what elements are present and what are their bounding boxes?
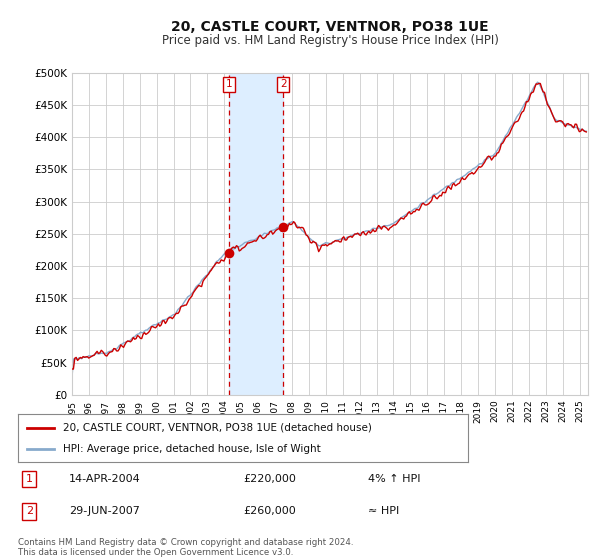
Text: 20, CASTLE COURT, VENTNOR, PO38 1UE (detached house): 20, CASTLE COURT, VENTNOR, PO38 1UE (det… <box>63 423 372 433</box>
Text: ≈ HPI: ≈ HPI <box>368 506 399 516</box>
Text: 1: 1 <box>226 80 232 89</box>
Text: 14-APR-2004: 14-APR-2004 <box>69 474 140 484</box>
Text: 1: 1 <box>26 474 33 484</box>
Text: 4% ↑ HPI: 4% ↑ HPI <box>368 474 420 484</box>
Text: HPI: Average price, detached house, Isle of Wight: HPI: Average price, detached house, Isle… <box>63 444 321 454</box>
Text: 2: 2 <box>26 506 33 516</box>
Text: 29-JUN-2007: 29-JUN-2007 <box>69 506 140 516</box>
Text: £260,000: £260,000 <box>244 506 296 516</box>
Text: £220,000: £220,000 <box>244 474 296 484</box>
Text: 20, CASTLE COURT, VENTNOR, PO38 1UE: 20, CASTLE COURT, VENTNOR, PO38 1UE <box>171 20 489 34</box>
Text: 2: 2 <box>280 80 287 89</box>
Text: Contains HM Land Registry data © Crown copyright and database right 2024.
This d: Contains HM Land Registry data © Crown c… <box>18 538 353 557</box>
Bar <box>229 73 283 395</box>
Text: Price paid vs. HM Land Registry's House Price Index (HPI): Price paid vs. HM Land Registry's House … <box>161 34 499 46</box>
